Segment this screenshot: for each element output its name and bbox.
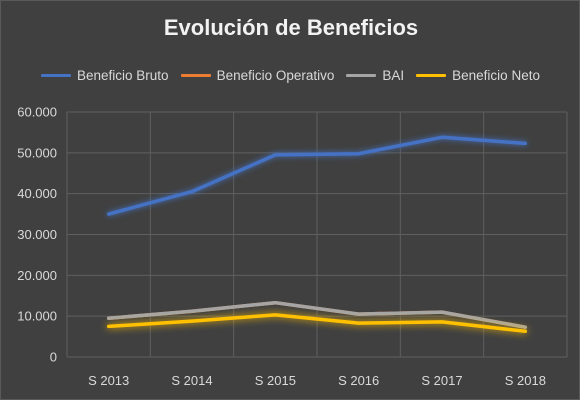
legend-label-beneficio-operativo: Beneficio Operativo [216, 67, 335, 83]
x-tick-label: S 2015 [255, 373, 296, 388]
x-tick-label: S 2018 [505, 373, 546, 388]
x-tick-label: S 2014 [171, 373, 212, 388]
chart-title: Evolución de Beneficios [163, 15, 419, 40]
series-line-beneficio-bruto [106, 135, 528, 216]
legend-swatch-bai [346, 73, 377, 77]
series-line-bai [106, 300, 528, 329]
y-tick-label: 40.000 [17, 186, 57, 201]
legend-swatch-beneficio-bruto [41, 73, 71, 77]
legend-swatch-beneficio-neto [416, 73, 447, 77]
series-line-beneficio-neto [106, 313, 528, 334]
y-tick-label: 30.000 [17, 227, 57, 242]
legend-item-bai: BAI [346, 68, 404, 83]
x-tick-label: S 2017 [421, 373, 462, 388]
y-tick-label: 50.000 [17, 145, 57, 160]
y-tick-label: 0 [50, 350, 57, 365]
y-axis: 0 10.000 20.000 30.000 40.000 50.000 60.000 [17, 105, 57, 365]
legend-label-bai: BAI [382, 67, 405, 83]
legend-item-beneficio-neto: Beneficio Neto [416, 68, 540, 83]
legend-item-beneficio-bruto: Beneficio Bruto [41, 68, 169, 83]
y-tick-label: 20.000 [17, 268, 57, 283]
x-tick-label: S 2016 [338, 373, 379, 388]
legend: Beneficio Bruto Beneficio Operativo BAI … [41, 65, 540, 85]
legend-swatch-beneficio-operativo [180, 73, 211, 77]
x-axis: S 2013 S 2014 S 2015 S 2016 S 2017 S 2018 [88, 373, 546, 388]
y-tick-label: 60.000 [17, 105, 57, 120]
x-tick-label: S 2013 [88, 373, 129, 388]
series-lines [106, 135, 528, 334]
legend-item-beneficio-operativo: Beneficio Operativo [180, 67, 335, 83]
legend-label-beneficio-neto: Beneficio Neto [452, 67, 540, 83]
y-tick-label: 10.000 [17, 309, 57, 324]
legend-label-beneficio-bruto: Beneficio Bruto [77, 67, 169, 83]
